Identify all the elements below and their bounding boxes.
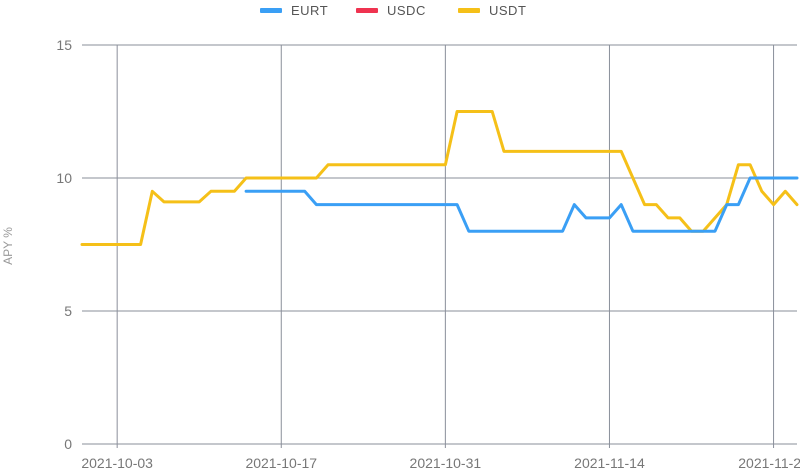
y-tick-label: 10 [56,170,72,186]
x-tick-label: 2021-10-03 [81,455,153,471]
legend-label-usdt: USDT [489,3,526,18]
legend-label-eurt: EURT [291,3,328,18]
legend-label-usdc: USDC [387,3,426,18]
x-axis-ticks: 2021-10-03 2021-10-17 2021-10-31 2021-11-14… [81,455,800,471]
y-axis-title: APY % [1,227,15,265]
series-line-usdt [80,110,799,246]
grid [82,44,797,448]
legend-swatch-usdc [356,8,378,13]
series-line-eurt [244,176,799,233]
legend-swatch-usdt [458,8,480,13]
legend-item-usdc[interactable]: USDC [356,3,426,18]
y-tick-label: 5 [64,303,72,319]
y-tick-label: 15 [56,37,72,53]
legend-item-eurt[interactable]: EURT [260,3,328,18]
x-tick-label: 2021-11-28 [738,455,800,471]
y-tick-label: 0 [64,436,72,452]
y-axis-ticks: 0 5 10 15 [56,37,72,452]
x-tick-label: 2021-10-17 [245,455,317,471]
x-tick-label: 2021-10-31 [410,455,482,471]
legend-swatch-eurt [260,8,282,13]
legend-item-usdt[interactable]: USDT [458,3,526,18]
series-lines [80,110,799,246]
legend: EURT USDC USDT [260,3,526,18]
x-tick-label: 2021-11-14 [574,455,645,471]
